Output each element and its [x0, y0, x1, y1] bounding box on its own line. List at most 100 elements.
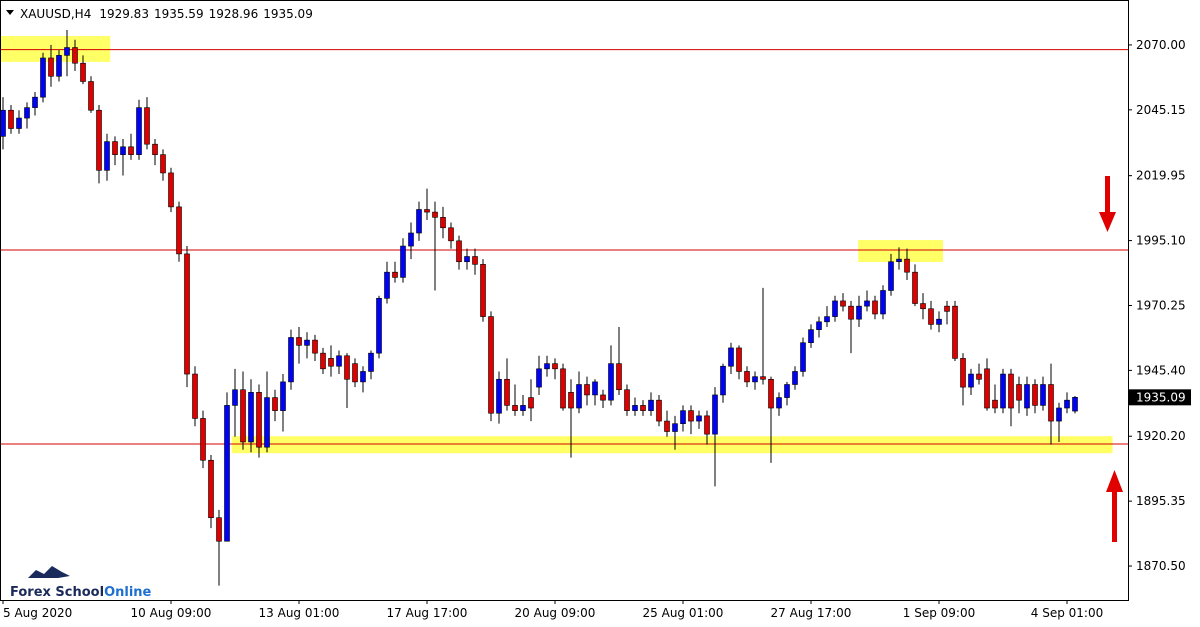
candle-body: [688, 410, 694, 422]
candle-body: [856, 305, 862, 320]
candle-body: [944, 305, 950, 312]
candle-body: [456, 240, 462, 263]
candle-body: [768, 378, 774, 409]
candle-body: [696, 415, 702, 422]
candle-body: [728, 347, 734, 367]
x-tick-label: 1 Sep 09:00: [903, 606, 975, 620]
candle-body: [392, 271, 398, 278]
candle-body: [272, 397, 278, 411]
x-tick-label: 5 Aug 2020: [3, 606, 72, 620]
candle-body: [24, 107, 30, 119]
candle-body: [656, 399, 662, 422]
candle-body: [984, 368, 990, 409]
candle-body: [472, 256, 478, 265]
arrow-head: [1099, 212, 1116, 232]
candle-body: [384, 271, 390, 299]
price-box: [1129, 389, 1191, 406]
candle-body: [1000, 373, 1006, 409]
logo: Forex SchoolOnline: [10, 566, 152, 600]
candle-body: [664, 420, 670, 432]
y-tick-label: 1945.40: [1136, 363, 1186, 377]
x-tick-label: 20 Aug 09:00: [515, 606, 596, 620]
candle-body: [64, 47, 70, 56]
header-low: 1928.96: [209, 7, 259, 21]
candle-body: [1040, 384, 1046, 406]
candle-body: [320, 352, 326, 370]
candle-body: [592, 381, 598, 396]
header-close: 1935.09: [263, 7, 313, 21]
candle-body: [288, 337, 294, 383]
candle-body: [424, 209, 430, 213]
candle-body: [16, 117, 22, 129]
candle-body: [328, 358, 334, 367]
candle-body: [888, 261, 894, 291]
candle-body: [616, 363, 622, 391]
candle-body: [816, 321, 822, 330]
candle-body: [432, 211, 438, 218]
candle-body: [48, 57, 54, 77]
candle-body: [368, 352, 374, 372]
x-tick-label: 27 Aug 17:00: [771, 606, 852, 620]
y-tick-label: 1970.25: [1136, 298, 1186, 312]
candle-body: [880, 290, 886, 315]
candle-body: [104, 141, 110, 171]
candle-body: [32, 96, 38, 108]
candle-body: [400, 245, 406, 278]
candle-body: [80, 62, 86, 82]
candle-body: [896, 258, 902, 263]
y-tick-label: 1895.35: [1136, 494, 1186, 508]
candle-body: [848, 305, 854, 320]
arrow-down: [1099, 176, 1116, 232]
menu-triangle: [6, 10, 14, 15]
y-tick-label: 2019.95: [1136, 169, 1186, 183]
zone: [0, 36, 111, 62]
candle-body: [248, 392, 254, 443]
chart-title: XAUUSD,H4: [20, 7, 91, 21]
candle-body: [0, 109, 6, 137]
candle-body: [672, 423, 678, 432]
zones: [0, 36, 1113, 454]
candle-body: [600, 394, 606, 401]
zone: [858, 240, 943, 262]
candle-body: [1056, 407, 1062, 422]
candle-body: [904, 258, 910, 273]
y-tick-label: 2070.00: [1136, 38, 1186, 52]
candle-body: [712, 394, 718, 435]
candle-body: [520, 405, 526, 411]
candle-body: [144, 107, 150, 145]
candle-body: [968, 373, 974, 388]
candle-body: [808, 329, 814, 344]
candle-body: [440, 217, 446, 229]
candle-body: [976, 373, 982, 380]
candle-body: [776, 397, 782, 409]
candle-body: [96, 109, 102, 171]
candle-body: [936, 318, 942, 325]
candle-body: [536, 368, 542, 388]
candle-body: [744, 371, 750, 383]
candle-body: [240, 389, 246, 443]
y-tick-label: 1920.20: [1136, 429, 1186, 443]
candle-body: [192, 373, 198, 419]
candle-body: [680, 410, 686, 424]
logo-icon: [28, 566, 70, 578]
candle-body: [8, 109, 14, 129]
candle-body: [488, 316, 494, 414]
zone: [231, 436, 1113, 454]
candle-body: [88, 81, 94, 111]
candle-body: [864, 300, 870, 307]
candle-body: [552, 363, 558, 370]
candle-body: [408, 232, 414, 247]
candle-body: [1064, 399, 1070, 409]
candle-body: [160, 154, 166, 174]
candle-body: [912, 271, 918, 304]
candle-body: [312, 339, 318, 354]
candle-body: [208, 459, 214, 519]
candle-body: [376, 298, 382, 354]
candle-body: [448, 227, 454, 242]
x-tick-label: 10 Aug 09:00: [131, 606, 212, 620]
logo-part: Online: [104, 585, 151, 600]
candle-body: [168, 172, 174, 208]
logo-part: Forex School: [10, 585, 104, 600]
